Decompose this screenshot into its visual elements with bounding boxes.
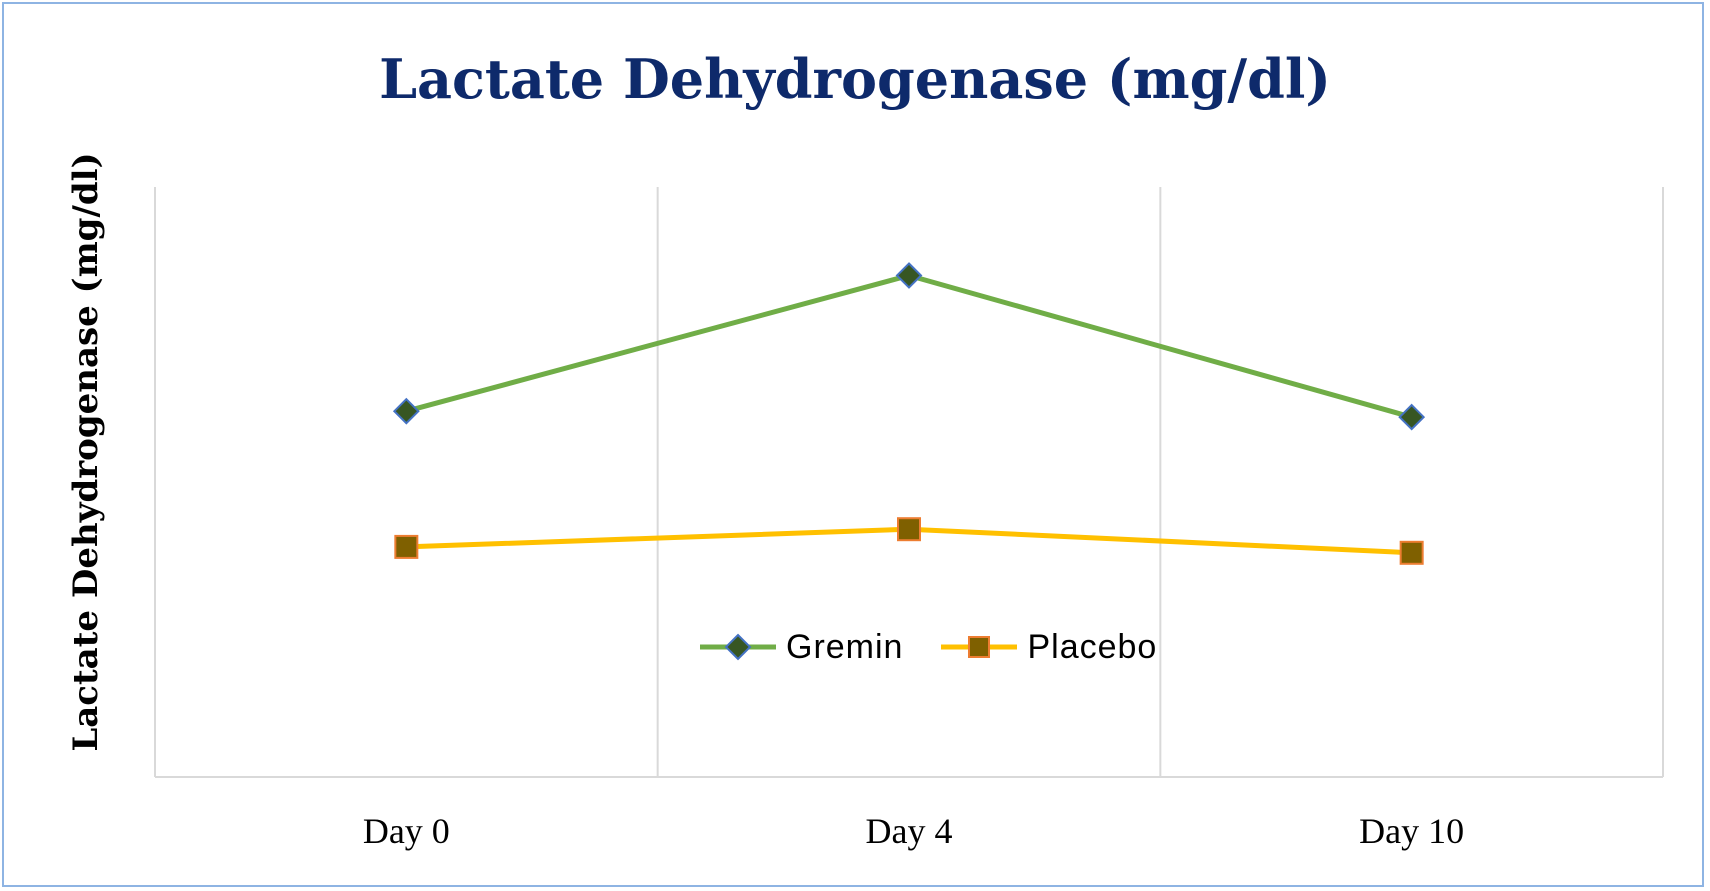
tick-layer: Day 0 Day 4 Day 10	[363, 811, 1464, 851]
x-tick-label-2: Day 10	[1359, 811, 1464, 851]
legend-item-gremin: Gremin	[700, 628, 903, 667]
x-tick-label-1: Day 4	[866, 811, 953, 851]
legend-label-placebo: Placebo	[1027, 627, 1158, 666]
series-layer	[392, 262, 1426, 565]
data-point-placebo-2	[1399, 540, 1424, 565]
legend-swatch-gremin	[700, 633, 776, 661]
legend-swatch-placebo	[941, 636, 1018, 658]
data-point-gremin-0	[392, 397, 420, 425]
legend-item-placebo: Placebo	[941, 628, 1157, 667]
series-line-gremin	[405, 273, 1413, 420]
data-point-placebo-0	[394, 534, 419, 559]
data-point-gremin-2	[1398, 403, 1426, 431]
data-point-gremin-1	[895, 262, 923, 289]
x-tick-label-0: Day 0	[363, 811, 450, 851]
legend-label-gremin: Gremin	[786, 627, 904, 666]
legend: Gremin Placebo	[700, 622, 1195, 672]
chart-title: Lactate Dehydrogenase (mg/dl)	[379, 47, 1331, 111]
grid-layer	[154, 187, 1664, 777]
data-point-placebo-1	[897, 517, 921, 542]
